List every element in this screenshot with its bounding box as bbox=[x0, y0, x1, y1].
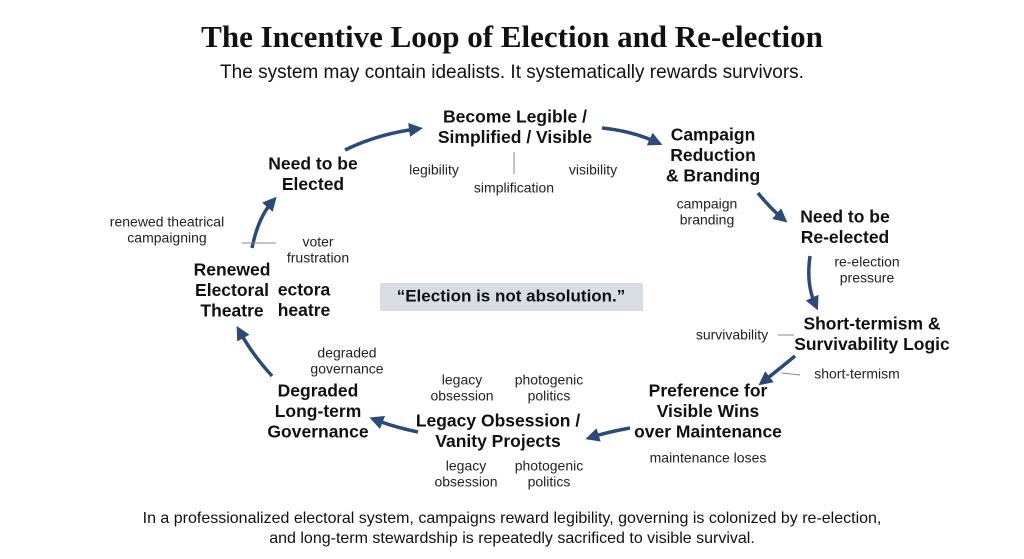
arrow bbox=[585, 426, 631, 442]
footer-line: In a professionalized electoral system, … bbox=[143, 510, 882, 527]
node-label: Long-term bbox=[275, 401, 362, 421]
annotation: legacy bbox=[446, 458, 486, 474]
node-label: Vanity Projects bbox=[435, 431, 561, 451]
node-label: Need to be bbox=[268, 154, 358, 174]
node-label: Re-elected bbox=[801, 227, 890, 247]
annotation: simplification bbox=[474, 180, 554, 196]
annotation: voter bbox=[302, 234, 333, 250]
annotation: photogenic bbox=[515, 372, 584, 388]
annotation: campaigning bbox=[127, 230, 206, 246]
arrow bbox=[601, 126, 663, 146]
annotation: visibility bbox=[569, 162, 617, 178]
connectors bbox=[242, 152, 801, 376]
node-label: Renewed bbox=[194, 260, 271, 280]
arrow bbox=[805, 255, 819, 311]
node-label: Degraded bbox=[278, 381, 359, 401]
annotation: obsession bbox=[430, 388, 493, 404]
quote-box bbox=[380, 283, 643, 311]
connector bbox=[781, 372, 801, 376]
footer-line: and long-term stewardship is repeatedly … bbox=[269, 530, 755, 547]
node-label: Become Legible / bbox=[443, 107, 587, 127]
annotation: frustration bbox=[287, 250, 349, 266]
node-label: Short-termism & bbox=[803, 314, 940, 334]
arrow bbox=[344, 122, 423, 152]
arrow bbox=[236, 325, 274, 378]
annotation: governance bbox=[310, 361, 383, 377]
node-label: Simplified / Visible bbox=[438, 127, 593, 147]
annotation: pressure bbox=[840, 270, 895, 286]
node-label: Elected bbox=[282, 174, 344, 194]
arrow bbox=[250, 196, 277, 249]
annotation: politics bbox=[528, 388, 571, 404]
node-label: Visible Wins bbox=[657, 401, 760, 421]
annotation: re-election bbox=[834, 254, 899, 270]
annotation: obsession bbox=[434, 474, 497, 490]
annotation: renewed theatrical bbox=[110, 214, 224, 230]
node-label: Campaign bbox=[671, 125, 756, 145]
ghost-text: ectora bbox=[278, 280, 331, 300]
quote: “Election is not absolution.” bbox=[397, 286, 626, 305]
annotation: campaign bbox=[677, 196, 738, 212]
annotation: legibility bbox=[409, 162, 459, 178]
arrow bbox=[369, 416, 419, 434]
arrow bbox=[756, 191, 788, 223]
title: The Incentive Loop of Election and Re-el… bbox=[201, 19, 823, 54]
annotation: legacy bbox=[442, 372, 482, 388]
node-label: & Branding bbox=[666, 166, 760, 186]
annotation: photogenic bbox=[515, 458, 584, 474]
annotation: maintenance loses bbox=[650, 450, 767, 466]
annotation: branding bbox=[680, 212, 735, 228]
subtitle: The system may contain idealists. It sys… bbox=[220, 62, 804, 83]
node-label: Legacy Obsession / bbox=[416, 411, 581, 431]
node-label: Reduction bbox=[670, 145, 756, 165]
node-label: Governance bbox=[267, 422, 368, 442]
annotation: degraded bbox=[317, 345, 376, 361]
arrow bbox=[758, 354, 797, 386]
annotation: short-termism bbox=[814, 366, 900, 382]
node-label: Need to be bbox=[800, 207, 890, 227]
node-label: Theatre bbox=[200, 301, 263, 321]
ghost-text: heatre bbox=[278, 300, 331, 320]
annotation: survivability bbox=[696, 327, 768, 343]
node-label: Preference for bbox=[649, 381, 768, 401]
node-label: Survivability Logic bbox=[794, 334, 950, 354]
node-label: Electoral bbox=[195, 280, 269, 300]
node-label: over Maintenance bbox=[634, 422, 782, 442]
annotation: politics bbox=[528, 474, 571, 490]
